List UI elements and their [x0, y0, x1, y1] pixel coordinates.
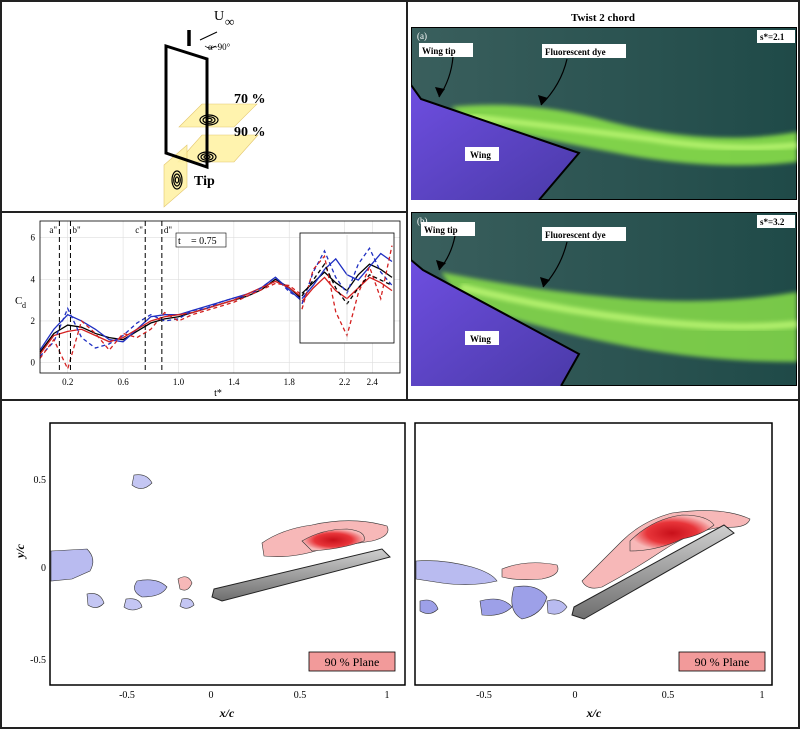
series-line — [39, 280, 318, 355]
wing-outline — [164, 43, 209, 170]
drag-chart-panel: a" b" c" d" 0.2 0.6 1.0 1.4 1.8 2.2 2.4 0 2 4 6 C d t… — [0, 211, 408, 401]
freestream-label: U — [214, 9, 224, 24]
plane-70-label: 70 % — [234, 92, 266, 107]
alpha-arrow — [199, 31, 218, 41]
event-marker-label: c" — [135, 225, 143, 235]
wing-tip-label: Wing tip — [424, 225, 458, 235]
dye-label: Fluorescent dye — [545, 230, 606, 240]
plot-frame — [39, 220, 401, 374]
vortex-spiral-tip — [171, 170, 183, 190]
positive-vorticity-region — [177, 576, 193, 591]
dye-label: Fluorescent dye — [545, 47, 606, 57]
photo-title: Twist 2 chord — [571, 12, 635, 24]
wing-section — [211, 548, 391, 602]
negative-vorticity-region — [179, 598, 195, 609]
vortex-spiral-90 — [197, 151, 217, 163]
positive-vorticity-region — [501, 562, 559, 580]
dye-photo-a: (a) s*=2.1 Wing tip Fluorescent dye Wing — [411, 27, 797, 200]
vorticity-contours: -0.5 0 0.5 1 0.5 0 -0.5 x/c y/c 90 % Pla… — [13, 422, 773, 720]
x-tick: 1.0 — [173, 377, 185, 387]
x-tick: 0.2 — [62, 377, 73, 387]
dye-photo-b: (b) s*=3.2 Wing tip Fluorescent dye Wing — [411, 212, 797, 386]
x-tick: 0.5 — [662, 690, 675, 701]
wing-section — [571, 524, 735, 620]
s-label: s*=2.1 — [760, 32, 785, 42]
negative-vorticity-region — [546, 599, 568, 615]
y-tick: 4 — [31, 274, 36, 284]
wing-label: Wing — [470, 150, 491, 160]
wing-tip-label: Wing tip — [422, 46, 456, 56]
negative-vorticity-region — [134, 579, 168, 598]
plane-tip — [163, 144, 188, 208]
x-tick: 2.4 — [367, 377, 379, 387]
event-marker-label: d" — [164, 225, 173, 235]
vortex-spiral-70 — [199, 114, 219, 126]
negative-vorticity-region — [131, 474, 153, 489]
wing-label: Wing — [470, 334, 491, 344]
contour-panel: -0.5 0 0.5 1 0.5 0 -0.5 x/c y/c 90 % Pla… — [0, 399, 800, 729]
drag-coefficient-chart: a" b" c" d" 0.2 0.6 1.0 1.4 1.8 2.2 2.4 0 2 4 6 C d t… — [15, 220, 401, 399]
y-tick: 2 — [31, 316, 36, 326]
x-tick: 0 — [209, 690, 214, 701]
alpha-label: α~90° — [208, 42, 231, 52]
y-axis-label: C — [15, 295, 22, 307]
y-axis-label-sub: d — [22, 301, 26, 310]
negative-vorticity-region — [479, 598, 513, 616]
y-tick: 6 — [31, 233, 36, 243]
negative-vorticity-region — [415, 560, 498, 585]
y-axis-label: y/c — [13, 543, 27, 560]
plane-label: 90 % Plane — [325, 655, 380, 669]
y-tick: 0 — [41, 563, 46, 574]
y-tick: 0 — [31, 358, 36, 368]
tb-label: t — [178, 236, 181, 247]
positive-vorticity-core — [629, 514, 715, 552]
x-tick: 0 — [573, 690, 578, 701]
x-tick: 1.8 — [284, 377, 296, 387]
plane-label: 90 % Plane — [695, 655, 750, 669]
negative-vorticity-region — [511, 585, 548, 620]
wing-shape — [411, 85, 579, 200]
panel-label: (a) — [417, 31, 427, 41]
event-marker-label: a" — [49, 225, 57, 235]
negative-vorticity-region — [123, 598, 143, 611]
y-tick: -0.5 — [30, 655, 46, 666]
x-axis-label: t* — [214, 388, 222, 399]
schematic-panel: U ∞ α~90° 70 % 90 % Tip — [0, 0, 408, 213]
positive-vorticity-region — [581, 510, 751, 589]
tb-value: = 0.75 — [191, 236, 217, 247]
contour-plot-left: -0.5 0 0.5 1 0.5 0 -0.5 x/c y/c 90 % Pla… — [13, 422, 406, 720]
x-tick: 2.2 — [339, 377, 350, 387]
positive-vorticity-core — [301, 528, 365, 552]
wing-schematic: U ∞ α~90° 70 % 90 % Tip — [163, 9, 266, 208]
x-axis-label: x/c — [586, 706, 602, 720]
negative-vorticity-region — [50, 548, 94, 582]
y-tick: 0.5 — [34, 475, 47, 486]
x-tick: 1 — [385, 690, 390, 701]
x-tick: 0.5 — [294, 690, 307, 701]
photo-panel: Twist 2 chord (a) s*=2.1 Wing tip Fluore… — [406, 0, 800, 401]
plane-90-label: 90 % — [234, 125, 266, 140]
x-tick: 1.4 — [228, 377, 240, 387]
plane-70 — [178, 103, 258, 128]
wing-shape — [411, 260, 579, 386]
event-marker-label: b" — [72, 225, 81, 235]
contour-plot-right: -0.5 0 0.5 1 x/c 90 % Plane — [414, 422, 773, 720]
panel-label: (b) — [417, 216, 428, 226]
x-axis-label: x/c — [219, 706, 235, 720]
x-tick: 1 — [760, 690, 765, 701]
x-tick: 0.6 — [117, 377, 129, 387]
negative-vorticity-region — [419, 599, 439, 614]
x-tick: -0.5 — [119, 690, 135, 701]
s-label: s*=3.2 — [760, 217, 785, 227]
series-line — [39, 276, 318, 357]
x-tick: -0.5 — [476, 690, 492, 701]
tb-box — [175, 232, 227, 248]
alpha-arc — [204, 45, 217, 49]
negative-vorticity-region — [86, 593, 105, 608]
plane-tip-label: Tip — [194, 174, 215, 189]
freestream-subscript: ∞ — [225, 14, 234, 29]
